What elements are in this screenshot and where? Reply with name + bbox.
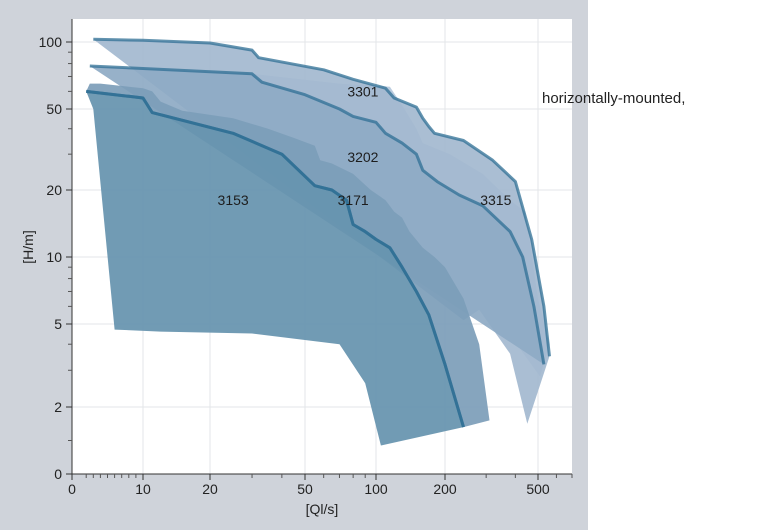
curve-3301 [93, 37, 551, 357]
y-tick-label: 100 [39, 34, 63, 50]
x-tick-label: 0 [68, 481, 76, 497]
area-3301 [93, 39, 550, 424]
curve-3153 [86, 89, 465, 428]
series-label-3301: 3301 [347, 83, 378, 99]
area-3153 [86, 91, 464, 446]
curve-3202 [89, 64, 546, 365]
x-tick-label: 200 [433, 481, 457, 497]
y-tick-label: 5 [54, 316, 62, 332]
x-tick-label: 50 [297, 481, 313, 497]
x-axis-title: [Ql/s] [306, 501, 339, 517]
y-tick-label: 10 [46, 249, 62, 265]
side-caption: horizontally-mounted, [542, 90, 686, 107]
series-label-3171: 3171 [338, 192, 369, 208]
series-labels: 3301 3202 3153 3171 3315 [218, 83, 512, 208]
x-tick-label: 10 [135, 481, 151, 497]
series-areas [86, 39, 550, 446]
series-curves [86, 37, 551, 428]
area-3171 [86, 83, 490, 428]
series-label-3202: 3202 [347, 149, 378, 165]
x-tick-label: 20 [202, 481, 218, 497]
series-label-3153: 3153 [218, 192, 249, 208]
y-axis-title: [H/m] [20, 230, 36, 263]
x-tick-label: 500 [526, 481, 550, 497]
y-tick-label: 0 [54, 466, 62, 482]
series-label-3315: 3315 [480, 192, 511, 208]
y-tick-label: 20 [46, 182, 62, 198]
axis-ticks: 0 10 20 50 100 200 500 0 2 5 10 20 50 100 [39, 34, 573, 497]
pump-performance-chart: 0 10 20 50 100 200 500 0 2 5 10 20 50 100 3301 3202 315… [20, 19, 573, 517]
x-tick-label: 100 [364, 481, 388, 497]
y-tick-label: 50 [46, 101, 62, 117]
y-tick-label: 2 [54, 399, 62, 415]
